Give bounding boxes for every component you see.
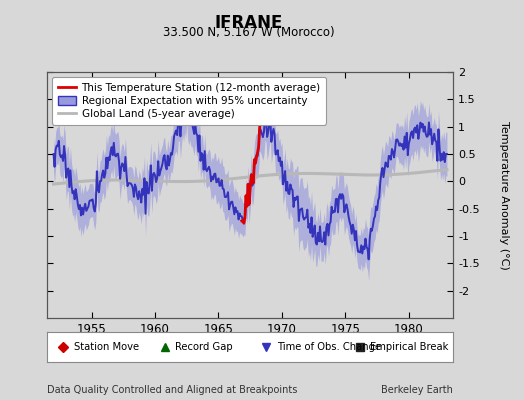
Y-axis label: Temperature Anomaly (°C): Temperature Anomaly (°C) [499, 121, 509, 269]
Text: Berkeley Earth: Berkeley Earth [381, 385, 453, 395]
Text: Data Quality Controlled and Aligned at Breakpoints: Data Quality Controlled and Aligned at B… [47, 385, 298, 395]
Text: Time of Obs. Change: Time of Obs. Change [277, 342, 381, 352]
Text: Empirical Break: Empirical Break [370, 342, 449, 352]
Text: Station Move: Station Move [73, 342, 139, 352]
Text: Record Gap: Record Gap [175, 342, 233, 352]
Legend: This Temperature Station (12-month average), Regional Expectation with 95% uncer: This Temperature Station (12-month avera… [52, 77, 326, 124]
Text: IFRANE: IFRANE [215, 14, 283, 32]
Text: 33.500 N, 5.167 W (Morocco): 33.500 N, 5.167 W (Morocco) [163, 26, 335, 39]
